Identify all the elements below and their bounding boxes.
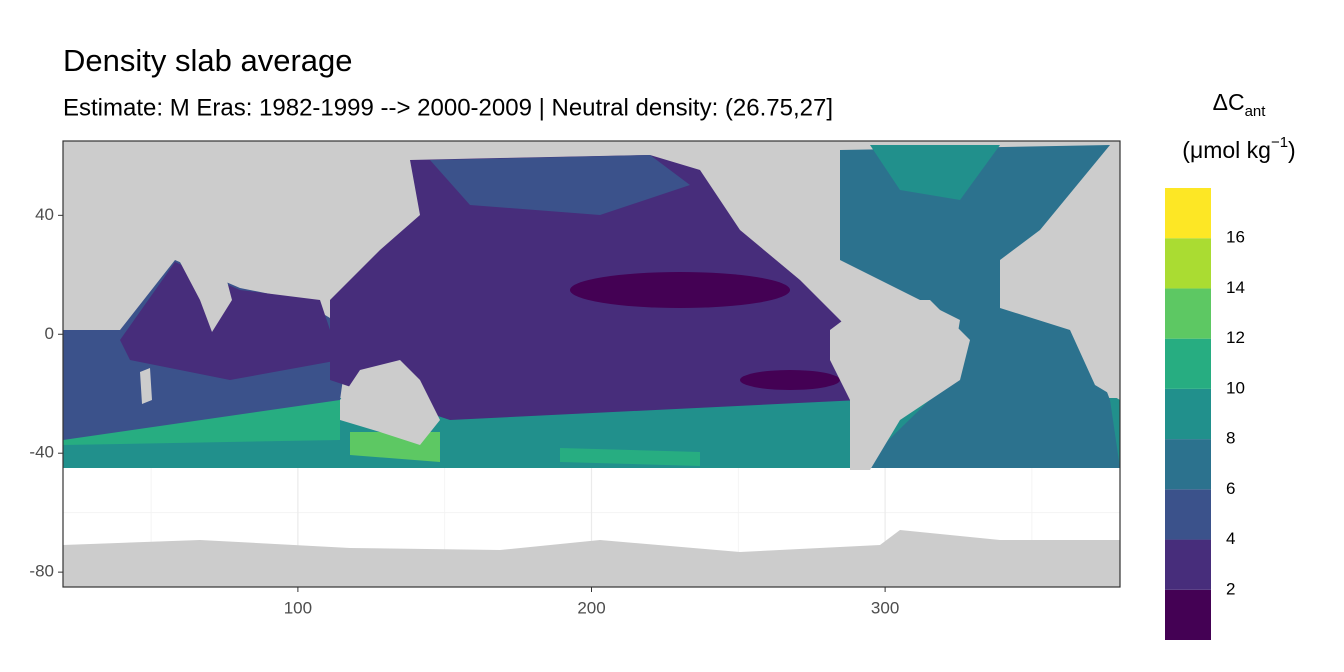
legend-unit-end: ) (1288, 137, 1296, 163)
legend-bin (1165, 388, 1211, 440)
chart-title: Density slab average (63, 43, 353, 78)
legend-bin (1165, 539, 1211, 590)
legend-tick-label: 2 (1226, 579, 1235, 598)
legend-tick-label: 10 (1226, 378, 1245, 397)
map-field (63, 141, 1120, 587)
legend-title-main: ΔC (1213, 89, 1245, 115)
axis-ticks: 100 200 300 -80 -40 0 40 (29, 205, 899, 618)
x-tick-label: 300 (871, 598, 899, 617)
legend-bin (1165, 288, 1211, 339)
y-tick-label: 40 (35, 205, 54, 224)
y-tick-label: 0 (45, 324, 54, 343)
legend-bin (1165, 238, 1211, 289)
legend-tick-label: 16 (1226, 228, 1245, 247)
x-tick-label: 200 (577, 598, 605, 617)
legend-bin (1165, 439, 1211, 490)
legend: 2 4 6 8 10 12 14 16 (1165, 188, 1245, 640)
legend-title-sub: ant (1245, 103, 1267, 120)
chart-subtitle: Estimate: M Eras: 1982-1999 --> 2000-200… (63, 94, 833, 121)
legend-tick-label: 8 (1226, 429, 1235, 448)
legend-unit-sup: −1 (1271, 134, 1288, 151)
y-tick-label: -80 (29, 562, 54, 581)
x-tick-label: 100 (284, 598, 312, 617)
legend-tick-label: 12 (1226, 328, 1245, 347)
legend-bin (1165, 489, 1211, 540)
legend-tick-label: 6 (1226, 479, 1235, 498)
legend-bin (1165, 188, 1211, 239)
legend-tick-label: 4 (1226, 529, 1235, 548)
legend-unit-main: (μmol kg (1182, 137, 1271, 163)
y-tick-label: -40 (29, 443, 54, 462)
legend-title: ΔCant (1213, 89, 1267, 120)
legend-tick-label: 14 (1226, 278, 1245, 297)
legend-bin (1165, 589, 1211, 640)
legend-bin (1165, 338, 1211, 389)
legend-unit: (μmol kg−1) (1182, 134, 1295, 163)
